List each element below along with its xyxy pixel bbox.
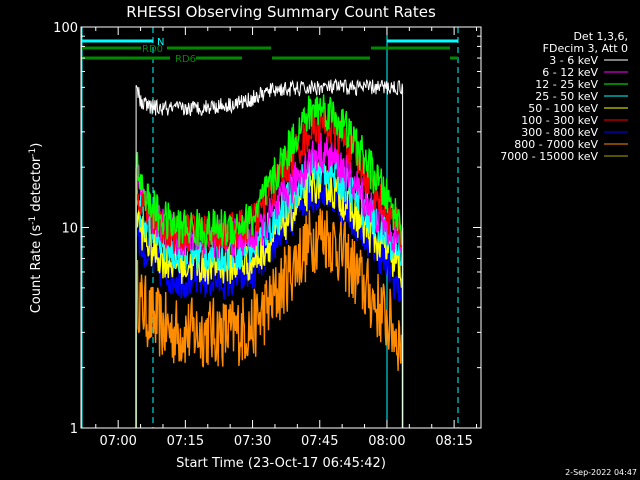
legend-entry-label-5: 100 - 300 keV	[521, 114, 598, 127]
legend-entry-label-7: 800 - 7000 keV	[514, 138, 598, 151]
rd0-bar-label: RD0	[142, 44, 163, 55]
y-axis-label: Count Rate (s-1 detector-1)	[28, 143, 44, 314]
rd6-bar-label: RD6	[175, 54, 196, 65]
legend-header-line-1: Det 1,3,6,	[573, 30, 628, 43]
legend-entry-label-8: 7000 - 15000 keV	[500, 150, 598, 163]
legend-entry-label-3: 25 - 50 keV	[535, 90, 598, 103]
series-line-7	[135, 208, 404, 428]
series-layer	[135, 78, 404, 428]
y-axis-label-mid: detector	[29, 156, 44, 216]
legend-entry-label-1: 6 - 12 keV	[542, 66, 598, 79]
y-tick-label-1: 10	[61, 222, 78, 237]
generation-timestamp: 2-Sep-2022 04:47	[565, 468, 637, 477]
y-axis-label-sup1: -1	[28, 216, 38, 225]
x-tick-label-3: 07:45	[301, 434, 338, 449]
series-line-2	[135, 94, 404, 428]
y-axis-label-main: Count Rate (s	[29, 225, 44, 314]
x-axis-label: Start Time (23-Oct-17 06:45:42)	[176, 456, 386, 471]
chart-title: RHESSI Observing Summary Count Rates	[126, 3, 436, 21]
y-axis-label-sup2: -1	[28, 148, 38, 157]
y-axis-label-end: )	[29, 143, 44, 148]
legend-entry-label-6: 300 - 800 keV	[521, 126, 598, 139]
legend-entry-label-2: 12 - 25 keV	[535, 78, 598, 91]
y-tick-label-0: 1	[70, 422, 78, 437]
series-line-4	[135, 161, 404, 428]
legend-header-line-2: FDecim 3, Att 0	[543, 42, 628, 55]
x-tick-label-2: 07:30	[234, 434, 271, 449]
x-tick-label-4: 08:00	[368, 434, 405, 449]
x-tick-label-1: 07:15	[167, 434, 204, 449]
night-bar-label: N	[157, 37, 164, 48]
axis-layer: 07:00 07:15 07:30 07:45 08:00 08:15 1 10 100	[53, 21, 481, 449]
legend-entry-label-0: 3 - 6 keV	[549, 54, 598, 67]
x-tick-label-0: 07:00	[99, 434, 136, 449]
y-tick-label-2: 100	[53, 21, 78, 36]
x-tick-label-5: 08:15	[435, 434, 472, 449]
series-line-0	[135, 78, 404, 428]
legend-entry-label-4: 50 - 100 keV	[528, 102, 598, 115]
